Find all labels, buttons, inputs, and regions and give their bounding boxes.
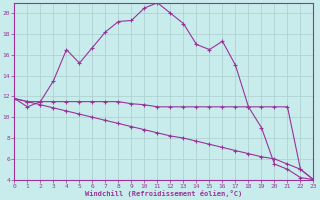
X-axis label: Windchill (Refroidissement éolien,°C): Windchill (Refroidissement éolien,°C)	[85, 190, 243, 197]
